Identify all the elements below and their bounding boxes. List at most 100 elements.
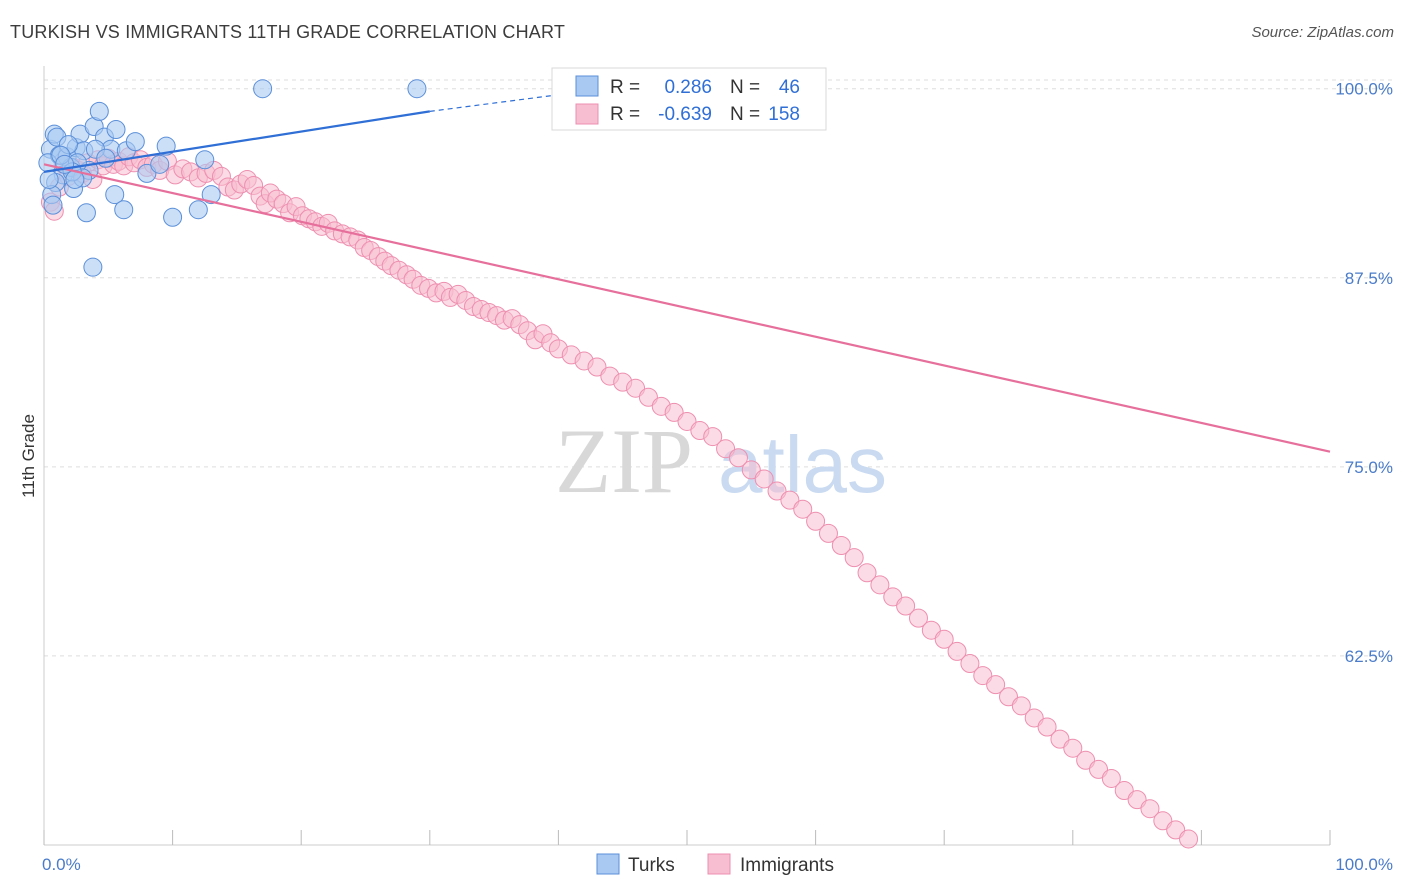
immigrants-point	[728, 448, 748, 468]
legend: R = 0.286 N = 46 R = -0.639 N = 158	[551, 67, 827, 131]
immigrants-point	[883, 587, 903, 607]
immigrants-point	[1127, 790, 1147, 810]
turks-point	[163, 207, 183, 227]
immigrants-point	[1114, 781, 1134, 801]
x-ticks	[43, 830, 1331, 845]
turks-point	[83, 257, 103, 277]
immigrants-point	[947, 641, 967, 661]
turks-point	[137, 163, 157, 183]
immigrants-point	[921, 620, 941, 640]
immigrants-points	[40, 147, 1199, 849]
legend-turks-r-label: R =	[610, 77, 640, 98]
turks-point	[201, 185, 221, 205]
immigrants-point	[908, 608, 928, 628]
immigrants-point	[844, 548, 864, 568]
chart-title: TURKISH VS IMMIGRANTS 11TH GRADE CORRELA…	[10, 22, 566, 42]
x-tick-labels: 0.0% 100.0%	[42, 855, 1393, 874]
immigrants-point	[857, 563, 877, 583]
immigrants-point	[973, 666, 993, 686]
legend-immigrants-n-label: N =	[730, 104, 760, 125]
immigrants-point	[1089, 759, 1109, 779]
legend-immigrants-r-label: R =	[610, 104, 640, 125]
immigrants-point	[1166, 820, 1186, 840]
legend-turks-swatch	[575, 75, 599, 97]
turks-point	[156, 136, 176, 156]
bottom-legend-immigrants-swatch	[707, 853, 731, 875]
x-tick-label: 100.0%	[1335, 855, 1393, 874]
legend-turks-n-label: N =	[730, 77, 760, 98]
immigrants-point	[638, 387, 658, 407]
immigrants-point	[831, 536, 851, 556]
immigrants-point	[1140, 799, 1160, 819]
turks-point	[39, 169, 59, 189]
immigrants-point	[1179, 829, 1199, 849]
x-tick-label: 0.0%	[42, 855, 81, 874]
turks-point	[105, 185, 125, 205]
bottom-legend-turks-swatch	[596, 853, 620, 875]
immigrants-point	[870, 575, 890, 595]
legend-turks-n-value: 46	[779, 77, 800, 98]
turks-trend-line	[43, 110, 430, 173]
immigrants-point	[626, 378, 646, 398]
immigrants-point	[793, 499, 813, 519]
immigrants-point	[999, 687, 1018, 707]
turks-points	[38, 79, 427, 277]
turks-point	[114, 200, 134, 220]
turks-point	[106, 120, 126, 140]
immigrants-point	[1011, 696, 1031, 716]
turks-point	[253, 79, 273, 99]
turks-trend-extension	[429, 94, 559, 112]
immigrants-point	[767, 481, 787, 501]
immigrants-point	[818, 523, 838, 543]
immigrants-point	[1101, 768, 1121, 788]
immigrants-point	[1153, 811, 1173, 831]
watermark-zip: ZIP	[555, 410, 693, 512]
turks-point	[43, 195, 63, 215]
immigrants-point	[1037, 717, 1057, 737]
turks-point	[150, 154, 170, 174]
immigrants-point	[1024, 708, 1044, 728]
immigrants-trend-line	[43, 163, 1331, 453]
y-tick-labels: 62.5% 75.0% 87.5% 100.0%	[1335, 80, 1393, 666]
immigrants-point	[806, 511, 826, 531]
turks-point	[407, 79, 427, 99]
immigrants-point	[1050, 729, 1070, 749]
immigrants-point	[986, 675, 1006, 695]
y-axis-label: 11th Grade	[19, 414, 38, 498]
immigrants-point	[741, 460, 761, 480]
turks-point	[195, 150, 215, 170]
immigrants-point	[716, 439, 736, 459]
immigrants-point	[934, 629, 954, 649]
trend-lines	[43, 94, 1331, 453]
watermark: ZIP atlas	[555, 410, 887, 512]
immigrants-point	[1076, 750, 1096, 770]
turks-point	[76, 203, 96, 223]
bottom-legend-turks-label: Turks	[628, 855, 675, 876]
immigrants-point	[1063, 738, 1083, 758]
y-tick-label: 87.5%	[1345, 269, 1393, 288]
immigrants-point	[703, 427, 723, 447]
legend-immigrants-swatch	[575, 103, 599, 125]
gridlines	[44, 79, 1392, 657]
immigrants-point	[677, 411, 697, 431]
turks-point	[96, 148, 116, 168]
bottom-legend-immigrants-label: Immigrants	[740, 855, 834, 876]
immigrants-point	[780, 490, 800, 510]
legend-immigrants-r-value: -0.639	[658, 104, 712, 125]
immigrants-point	[896, 596, 916, 616]
y-tick-label: 100.0%	[1335, 80, 1393, 99]
turks-point	[89, 101, 109, 121]
source-label: Source: ZipAtlas.com	[1251, 24, 1394, 41]
immigrants-point	[587, 357, 607, 377]
immigrants-point	[960, 653, 980, 673]
turks-point	[188, 200, 208, 220]
bottom-legend: Turks Immigrants	[596, 853, 834, 876]
y-tick-label: 62.5%	[1345, 647, 1393, 666]
legend-turks-r-value: 0.286	[664, 77, 712, 98]
turks-point	[125, 132, 145, 152]
immigrants-point	[754, 469, 774, 489]
immigrants-point	[664, 402, 684, 422]
y-tick-label: 75.0%	[1345, 458, 1393, 477]
legend-immigrants-n-value: 158	[768, 104, 800, 125]
